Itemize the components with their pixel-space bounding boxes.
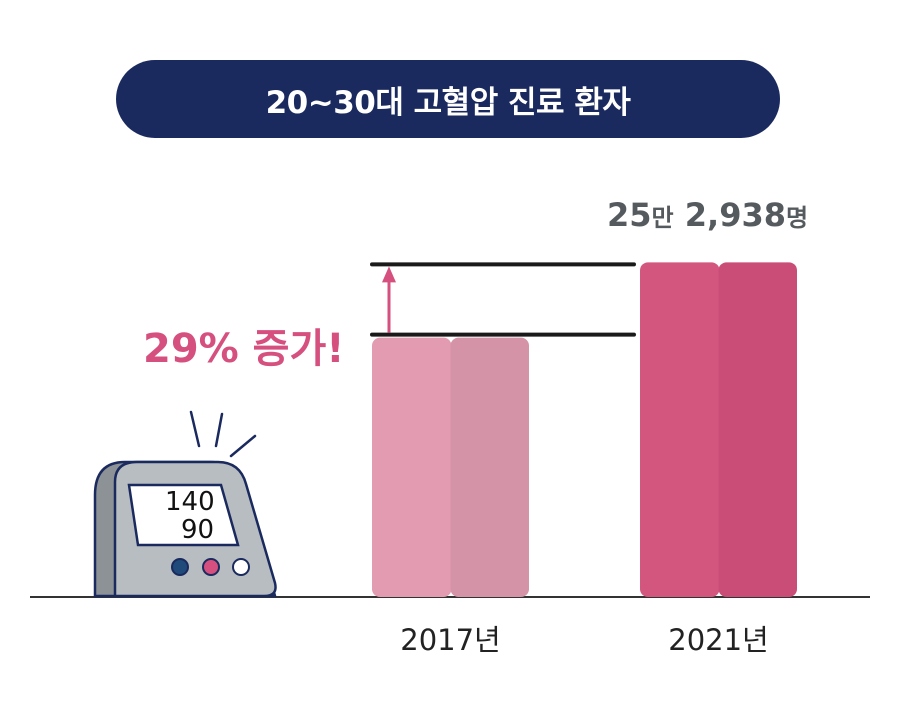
chart-title: 20~30대 고혈압 진료 환자 xyxy=(265,84,631,121)
monitor-diastolic: 90 xyxy=(181,515,214,545)
increase-arrow-head xyxy=(382,266,396,283)
bar-2017 xyxy=(372,337,529,597)
monitor-systolic: 140 xyxy=(165,487,215,517)
bar-2021 xyxy=(640,262,797,597)
category-label-2017: 2017년 xyxy=(400,623,500,657)
title-pill: 20~30대 고혈압 진료 환자 xyxy=(116,60,780,138)
category-label-2021: 2021년 xyxy=(668,623,768,657)
increase-label: 29% 증가! xyxy=(143,326,345,372)
blood-pressure-monitor-icon: 140 90 xyxy=(93,410,277,598)
value-label-2021: 25만 2,938명 xyxy=(607,196,808,234)
